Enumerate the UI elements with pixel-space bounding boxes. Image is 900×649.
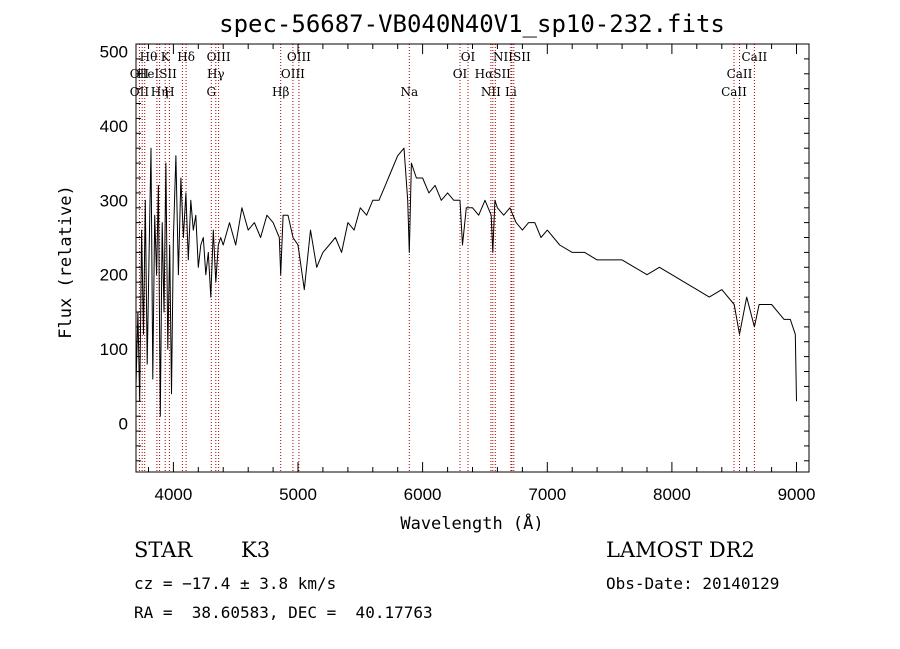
line-label-3-4: Hβ [272, 85, 289, 99]
y-axis-label: Flux (relative) [56, 185, 76, 339]
object-class: STAR [134, 538, 193, 562]
line-label-3-1: Hη [151, 85, 169, 99]
line-label-3-8: CaII [721, 85, 747, 99]
y-tick-label-3: 300 [100, 191, 128, 210]
line-label-3-7: Li [505, 85, 517, 99]
line-label-3-6: NII [481, 85, 501, 99]
object-subclass: K3 [241, 538, 271, 562]
spectral-line-markers [138, 44, 755, 472]
x-tick-label-1: 5000 [279, 485, 317, 504]
line-label-1-3: OIII [207, 50, 231, 64]
redshift-value: cz = −17.4 ± 3.8 km/s [134, 574, 337, 593]
x-axis-ticks: 4000 5000 6000 7000 8000 9000 [148, 44, 816, 504]
x-axis-label: Wavelength (Å) [400, 512, 543, 534]
line-label-3-5: Na [400, 85, 418, 99]
line-label-2-1: HeISII [137, 67, 177, 81]
y-tick-label-0: 0 [119, 415, 128, 434]
line-label-1-0: Hθ [140, 50, 158, 64]
y-tick-label-2: 200 [100, 266, 128, 285]
x-tick-label-3: 7000 [528, 485, 566, 504]
chart-title: spec-56687-VB040N40V1_sp10-232.fits [219, 10, 725, 38]
x-tick-label-5: 9000 [778, 485, 816, 504]
spectrum-line-0 [135, 147, 797, 417]
spectral-line-labels: Hθ K Hδ OIII OIII OI NIISII CaII OII HeISII Hγ OIII… [130, 50, 768, 99]
line-label-1-6: NIISII [493, 50, 531, 64]
line-label-2-6: CaII [727, 67, 753, 81]
y-tick-label-5: 500 [100, 42, 128, 61]
coordinates: RA = 38.60583, DEC = 40.17763 [134, 603, 433, 622]
obs-date: Obs-Date: 20140129 [606, 574, 780, 593]
line-label-3-0: OII [130, 85, 150, 99]
line-label-1-2: Hδ [177, 50, 195, 64]
line-label-3-3: G [207, 85, 217, 99]
line-label-1-4: OIII [287, 50, 311, 64]
line-label-1-5: OI [461, 50, 476, 64]
line-label-1-1: K [161, 50, 171, 64]
x-tick-label-2: 6000 [404, 485, 442, 504]
y-axis-ticks: 0 100 200 300 400 500 [100, 42, 809, 462]
y-tick-label-4: 400 [100, 117, 128, 136]
line-label-2-2: Hγ [207, 67, 225, 81]
plot-frame [135, 43, 810, 473]
line-label-1-7: CaII [741, 50, 767, 64]
y-tick-label-1: 100 [100, 340, 128, 359]
spectrum-series [135, 147, 797, 417]
line-label-3-2: H [164, 85, 174, 99]
x-tick-label-0: 4000 [154, 485, 192, 504]
line-label-2-5: HαSII [475, 67, 512, 81]
line-label-2-4: OI [453, 67, 468, 81]
survey-name: LAMOST DR2 [606, 538, 755, 562]
x-tick-label-4: 8000 [653, 485, 691, 504]
line-label-2-3: OIII [281, 67, 305, 81]
